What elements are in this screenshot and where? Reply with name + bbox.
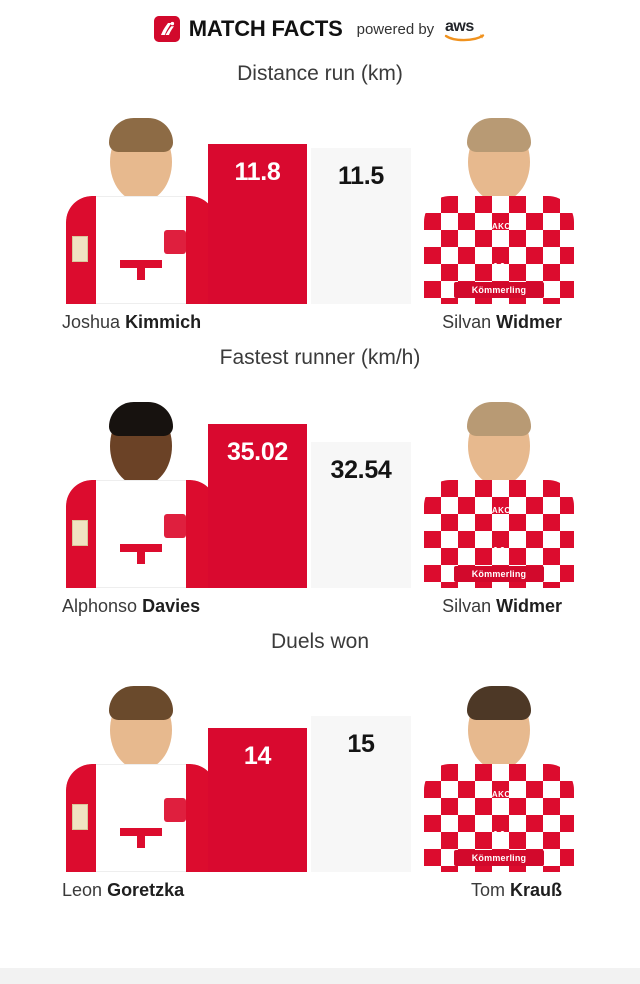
hair-shape bbox=[467, 402, 531, 436]
player-name-left: Leon Goretzka bbox=[62, 880, 184, 901]
bar-value-left: 14 bbox=[243, 742, 272, 770]
kit-bayern bbox=[66, 764, 216, 872]
player-names-row: Joshua Kimmich Silvan Widmer bbox=[0, 306, 640, 342]
club-crest-icon bbox=[164, 514, 186, 538]
player-photo-right: JAKO K Kömmerling bbox=[416, 684, 582, 872]
player-last-name-right: Widmer bbox=[496, 312, 562, 332]
league-badge-icon bbox=[72, 804, 88, 830]
stat-title: Distance run (km) bbox=[237, 62, 403, 85]
bar-value-right: 32.54 bbox=[330, 456, 392, 484]
club-crest-icon bbox=[164, 798, 186, 822]
kit-brand-label: JAKO bbox=[486, 790, 512, 799]
player-name-right: Tom Krauß bbox=[471, 880, 562, 901]
player-last-name-left: Davies bbox=[142, 596, 201, 616]
player-names-row: Leon Goretzka Tom Krauß bbox=[0, 874, 640, 910]
kit-brand-label: JAKO bbox=[486, 506, 512, 515]
bar-value-right: 11.5 bbox=[337, 162, 385, 190]
bar-value-left: 35.02 bbox=[226, 438, 289, 466]
player-first-name-left: Leon bbox=[62, 880, 103, 900]
player-names-row: Alphonso Davies Silvan Widmer bbox=[0, 590, 640, 626]
player-name-left: Alphonso Davies bbox=[62, 596, 200, 617]
player-first-name-left: Joshua bbox=[62, 312, 121, 332]
player-name-left: Joshua Kimmich bbox=[62, 312, 201, 333]
player-last-name-right: Krauß bbox=[509, 880, 562, 900]
footer-strip bbox=[0, 968, 640, 984]
stat-title: Fastest runner (km/h) bbox=[219, 346, 421, 369]
sponsor-mark bbox=[120, 544, 162, 564]
player-name-right: Silvan Widmer bbox=[442, 596, 562, 617]
bundesliga-logo-icon bbox=[153, 16, 180, 42]
match-facts-header: MATCH FACTS powered by aws bbox=[0, 0, 640, 58]
player-last-name-left: Kimmich bbox=[125, 312, 202, 332]
bar-value-left: 11.8 bbox=[234, 158, 281, 186]
player-first-name-right: Tom bbox=[470, 880, 505, 900]
kit-sponsor-label: Kömmerling bbox=[454, 850, 544, 866]
kit-logo-icon: K bbox=[493, 261, 505, 278]
stat-block-duels-won: Duels won JAKO K Kömmerling 14 bbox=[0, 626, 640, 910]
bar-right: 15 bbox=[311, 716, 411, 872]
kit-bayern bbox=[66, 196, 216, 304]
player-last-name-right: Widmer bbox=[496, 596, 562, 616]
bar-value-right: 15 bbox=[347, 730, 375, 758]
kit-mainz: JAKO K Kömmerling bbox=[424, 480, 574, 588]
player-photo-left bbox=[58, 400, 224, 588]
bar-right: 11.5 bbox=[311, 148, 411, 304]
hair-shape bbox=[109, 118, 173, 152]
player-photo-left bbox=[58, 684, 224, 872]
player-first-name-right: Silvan bbox=[442, 596, 492, 616]
svg-text:aws: aws bbox=[445, 18, 474, 35]
hair-shape bbox=[109, 686, 173, 720]
player-name-right: Silvan Widmer bbox=[442, 312, 562, 333]
aws-logo-icon: aws bbox=[444, 16, 486, 42]
comparison-area: JAKO K Kömmerling 11.8 11.5 bbox=[0, 104, 640, 304]
hair-shape bbox=[467, 686, 531, 720]
stat-title: Duels won bbox=[270, 630, 370, 653]
player-photo-right: JAKO K Kömmerling bbox=[416, 116, 582, 304]
player-first-name-left: Alphonso bbox=[62, 596, 138, 616]
league-badge-icon bbox=[72, 236, 88, 262]
bar-left: 11.8 bbox=[208, 144, 307, 304]
powered-by-label: powered by bbox=[356, 20, 435, 38]
kit-sponsor-label: Kömmerling bbox=[454, 566, 544, 582]
comparison-area: JAKO K Kömmerling 35.02 32.54 bbox=[0, 388, 640, 588]
club-crest-icon bbox=[164, 230, 186, 254]
kit-logo-icon: K bbox=[493, 829, 505, 846]
player-photo-right: JAKO K Kömmerling bbox=[416, 400, 582, 588]
bar-right: 32.54 bbox=[311, 442, 411, 588]
kit-mainz: JAKO K Kömmerling bbox=[424, 196, 574, 304]
kit-mainz: JAKO K Kömmerling bbox=[424, 764, 574, 872]
kit-bayern bbox=[66, 480, 216, 588]
kit-sponsor-label: Kömmerling bbox=[454, 282, 544, 298]
stat-block-distance-run: Distance run (km) JAKO K Kömmerling bbox=[0, 58, 640, 342]
sponsor-mark bbox=[120, 828, 162, 848]
player-first-name-right: Silvan bbox=[442, 312, 492, 332]
hair-shape bbox=[467, 118, 531, 152]
player-last-name-left: Goretzka bbox=[107, 880, 185, 900]
bar-left: 35.02 bbox=[208, 424, 307, 588]
bar-left: 14 bbox=[208, 728, 307, 872]
sponsor-mark bbox=[120, 260, 162, 280]
match-facts-title: MATCH FACTS bbox=[188, 16, 343, 41]
stat-block-fastest-runner: Fastest runner (km/h) JAKO K Kömmerling bbox=[0, 342, 640, 626]
kit-brand-label: JAKO bbox=[486, 222, 512, 231]
comparison-area: JAKO K Kömmerling 14 15 bbox=[0, 672, 640, 872]
player-photo-left bbox=[58, 116, 224, 304]
league-badge-icon bbox=[72, 520, 88, 546]
kit-logo-icon: K bbox=[493, 545, 505, 562]
hair-shape bbox=[109, 402, 173, 436]
